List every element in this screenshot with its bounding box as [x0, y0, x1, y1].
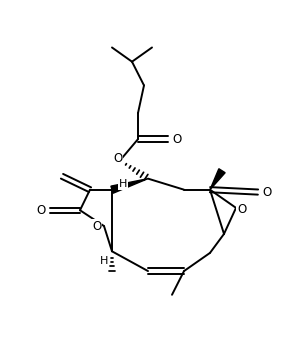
Polygon shape	[210, 169, 225, 190]
Polygon shape	[111, 178, 148, 193]
Text: O: O	[263, 186, 272, 199]
Text: O: O	[113, 152, 122, 165]
Text: O: O	[237, 203, 246, 216]
Text: O: O	[36, 204, 45, 217]
Text: H: H	[100, 256, 108, 266]
Text: O: O	[92, 219, 102, 232]
Text: H: H	[119, 179, 127, 189]
Text: O: O	[172, 132, 182, 146]
